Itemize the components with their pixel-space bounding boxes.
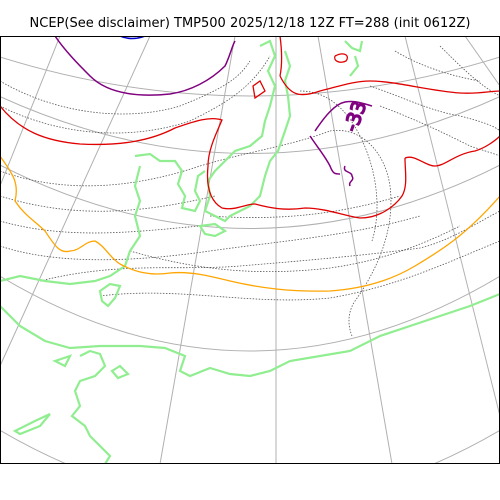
isotherm-red-small: [334, 53, 349, 63]
isotherm: [329, 129, 392, 337]
coastline-lake: [12, 413, 51, 436]
latitude-circle: [0, 164, 500, 229]
isotherm-red-east: [404, 135, 500, 167]
coastline-island: [198, 222, 228, 238]
longitude-line: [159, 36, 236, 464]
map-frame: -33: [0, 36, 500, 464]
map-title: NCEP(See disclaimer) TMP500 2025/12/18 1…: [29, 16, 471, 31]
longitude-line: [464, 36, 500, 87]
isotherm: [0, 220, 201, 234]
isotherm: [0, 60, 251, 115]
latitude-circle: [0, 95, 500, 154]
isotherms-orange: [0, 155, 500, 292]
isotherm: [0, 195, 216, 212]
isotherms-purple: -33: [54, 36, 373, 187]
isotherm-red-north2: [279, 75, 500, 96]
coastline-hudson: [98, 282, 122, 308]
isotherm: [439, 45, 500, 97]
isotherm: [99, 240, 500, 301]
isotherm-red-north: [0, 105, 407, 219]
longitude-line: [404, 36, 500, 417]
isotherm: [394, 50, 481, 82]
isotherm: [299, 90, 378, 242]
graticule: [0, 36, 500, 464]
contour-label-minus-33: -33: [340, 98, 371, 135]
latitude-circle: [0, 429, 500, 464]
isotherm-red-northwest: [279, 36, 283, 77]
isotherm-orange: [0, 155, 500, 292]
longitude-line: [317, 36, 393, 464]
longitude-line: [0, 36, 151, 367]
coastline-south: [0, 292, 500, 378]
coastline-labrador: [52, 349, 112, 464]
isotherm-purple-low: [309, 100, 373, 187]
latitude-circle: [0, 275, 500, 352]
isotherms-dotted: [0, 45, 500, 337]
coastline-greenland: [203, 39, 292, 223]
isotherms-red: [0, 36, 500, 219]
isotherm: [0, 215, 421, 261]
coastline-iceland: [344, 40, 364, 77]
isotherm: [129, 225, 461, 272]
coastline-island: [110, 364, 130, 380]
isotherm-purple-north: [54, 36, 236, 96]
isotherm-red-small2: [252, 80, 266, 100]
longitude-line: [0, 36, 61, 187]
isotherm: [0, 130, 331, 187]
coastline: [0, 39, 500, 464]
map-canvas: -33: [0, 36, 500, 464]
isotherm: [39, 210, 500, 282]
latitude-circle: [0, 56, 500, 97]
isotherm: [209, 195, 401, 218]
